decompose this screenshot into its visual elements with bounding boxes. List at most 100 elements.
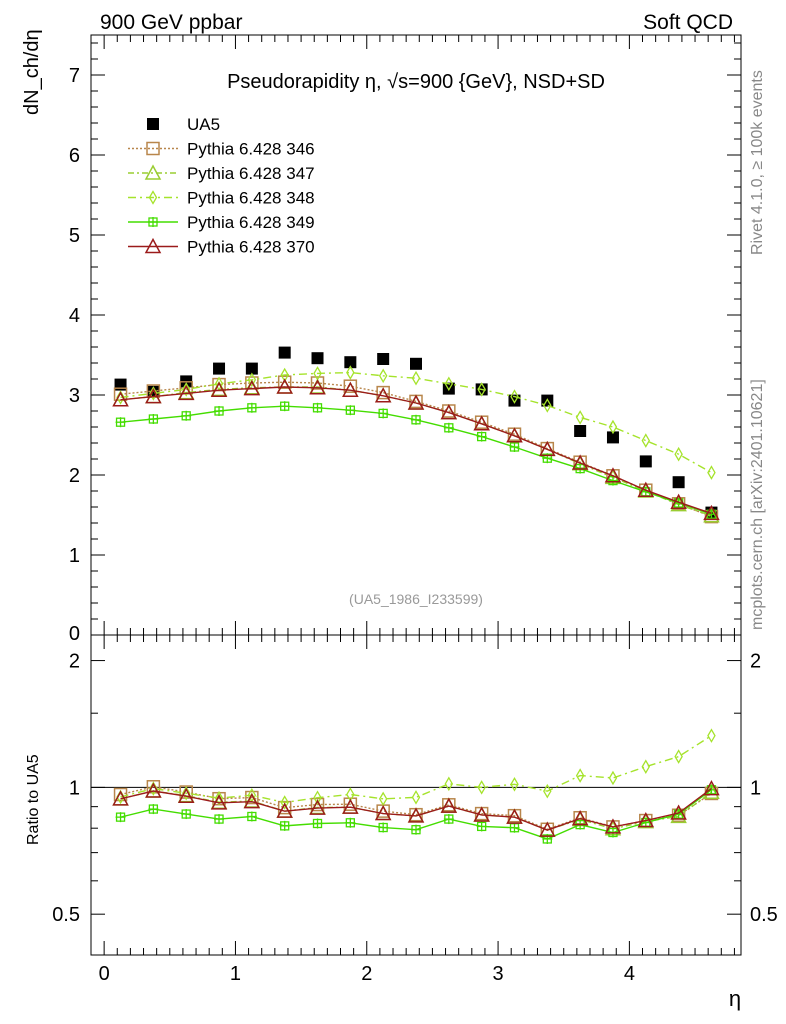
y-tick-label: 7 [69, 65, 80, 87]
ua5-data-point [639, 455, 652, 468]
ratio-point [440, 797, 458, 813]
ratio-point [476, 821, 487, 832]
legend-ua5-marker [147, 118, 159, 130]
y-tick-label: 4 [69, 305, 80, 327]
series-line [120, 386, 712, 517]
series-point [148, 414, 159, 424]
ratio-point [477, 780, 486, 795]
series-point [376, 385, 390, 400]
series-point [575, 410, 585, 425]
legend-marker [148, 190, 158, 205]
ratio-point [444, 776, 454, 792]
series-point [509, 442, 520, 452]
x-tick-label: 4 [624, 963, 635, 985]
ratio-point [707, 728, 716, 743]
ratio-point [637, 811, 655, 828]
ratio-point [674, 749, 683, 764]
mcplots-label: mcplots.cern.ch [arXiv:2401.10621] [749, 379, 766, 630]
header-left: 900 GeV ppbar [100, 11, 242, 34]
series-point [343, 379, 358, 393]
ratio-point [113, 787, 128, 802]
ratio-point [374, 804, 392, 821]
series-point [703, 504, 720, 521]
ratio-line [120, 788, 712, 831]
series-point [279, 401, 290, 412]
ua5-data-point [344, 356, 357, 369]
ratio-point [411, 824, 421, 835]
series-point [476, 431, 487, 442]
series-point [571, 454, 589, 470]
series-point [181, 410, 192, 421]
x-tick-label: 1 [230, 963, 241, 985]
ua5-data-point [213, 362, 226, 375]
series-point [707, 465, 716, 480]
series-point [608, 419, 618, 435]
legend-label: Pythia 6.428 349 [187, 213, 315, 232]
series-point [411, 414, 421, 425]
ratio-point [181, 785, 191, 801]
ratio-point [177, 787, 195, 803]
legend-marker [144, 164, 162, 180]
series-point [604, 467, 622, 483]
ratio-point [378, 791, 388, 807]
ratio-point [149, 781, 158, 796]
x-tick-label: 2 [361, 963, 372, 985]
series-point [641, 433, 651, 448]
ratio-point [539, 821, 556, 837]
series-point [345, 405, 356, 416]
ratio-point [407, 807, 425, 823]
ratio-point [243, 793, 261, 809]
series-point [539, 440, 556, 457]
ratio-point [670, 804, 687, 820]
series-point [243, 380, 261, 396]
series-point [145, 388, 162, 404]
series-point [177, 384, 195, 401]
legend-marker [146, 141, 160, 156]
series-point [346, 365, 355, 380]
ratio-point [313, 790, 322, 805]
y-tick-label: 6 [69, 145, 80, 167]
ratio-axis-label: Ratio to UA5 [25, 754, 42, 845]
series-point [674, 446, 683, 462]
series-point [181, 382, 191, 397]
ratio-tick-label-right: 1 [750, 777, 761, 799]
ratio-point [146, 780, 161, 794]
ratio-point [181, 809, 192, 820]
series-point [411, 370, 421, 386]
series-point [113, 387, 128, 401]
series-point [312, 402, 323, 413]
ratio-point [703, 779, 720, 796]
y-tick-label: 0 [69, 623, 80, 645]
ratio-point [378, 822, 389, 833]
series-point [543, 398, 552, 413]
ratio-point [543, 783, 552, 799]
series-point [477, 382, 486, 397]
ratio-point [115, 812, 126, 823]
ua5-data-point [672, 476, 685, 489]
series-point [378, 408, 389, 419]
ratio-point [575, 768, 585, 783]
series-point [246, 402, 257, 413]
series-point [374, 387, 392, 403]
ratio-point [343, 797, 358, 811]
legend-label: Pythia 6.428 346 [187, 140, 315, 159]
series-point [378, 368, 388, 384]
series-line [120, 386, 712, 515]
ua5-data-point [410, 357, 422, 370]
header-right: Soft QCD [643, 11, 733, 34]
ratio-point [145, 782, 162, 798]
series-point [277, 375, 292, 389]
ua5-data-point [311, 352, 324, 365]
y-axis-label: dN_ch/dη [21, 29, 43, 115]
ratio-point [641, 759, 651, 774]
series-point [670, 493, 687, 509]
series-point [247, 372, 257, 388]
ratio-point [277, 800, 292, 815]
series-point [210, 381, 228, 397]
ua5-data-point [278, 346, 291, 359]
series-point [443, 422, 454, 433]
ua5-data-point [606, 431, 619, 444]
ratio-point [214, 814, 225, 825]
ratio-point [246, 811, 257, 822]
